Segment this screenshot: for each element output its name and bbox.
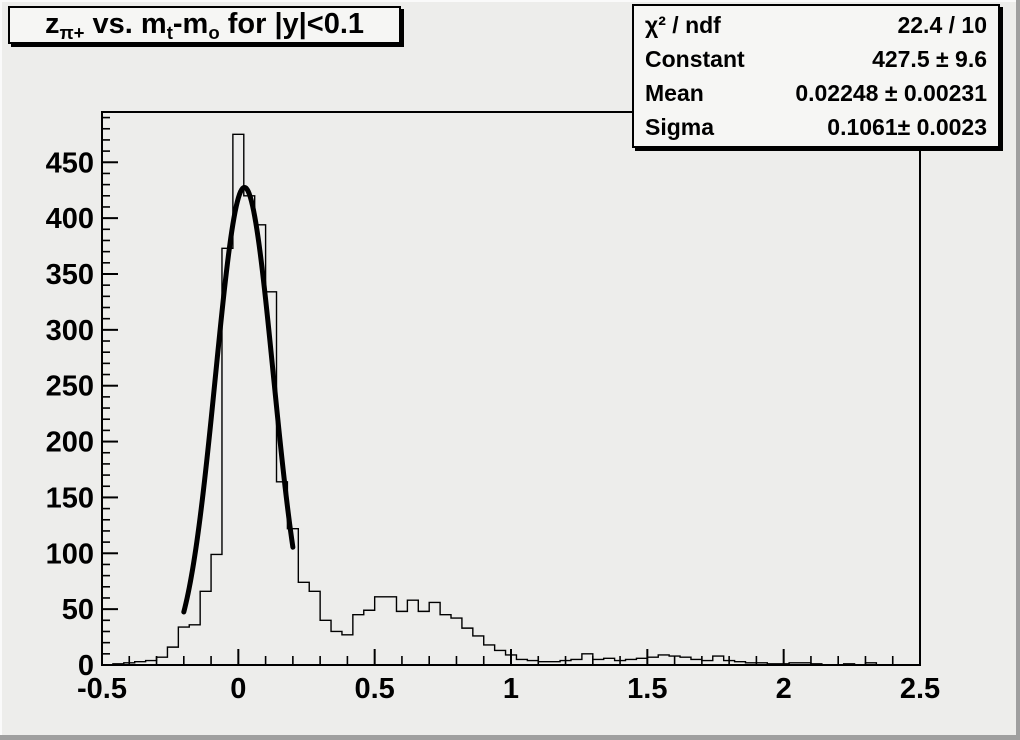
title-text: z <box>44 8 60 40</box>
title-text: vs. m <box>84 8 167 40</box>
x-axis-tick-label: 0 <box>230 673 246 705</box>
y-axis-tick-label: 350 <box>46 259 94 291</box>
stats-label-sigma: Sigma <box>645 113 715 140</box>
y-axis-tick-label: 100 <box>46 538 94 570</box>
stats-label-chi2: χ² / ndf <box>645 11 721 38</box>
stats-label-mean: Mean <box>645 79 704 106</box>
title-box: zπ+ vs. mt-mo for |y|<0.1 <box>8 6 401 44</box>
stats-value-constant: 427.5 ± 9.6 <box>872 45 987 72</box>
x-axis-tick-label: -0.5 <box>77 673 127 705</box>
x-axis-tick-label: 2 <box>776 673 792 705</box>
histogram-step-line <box>102 133 920 666</box>
title-text: -m <box>172 8 209 40</box>
y-axis-tick-label: 400 <box>46 203 94 235</box>
stats-value-mean: 0.02248 ± 0.00231 <box>795 79 987 106</box>
x-axis-tick-label: 2.5 <box>900 673 940 705</box>
y-axis-tick-label: 450 <box>46 147 94 179</box>
stats-value-chi2: 22.4 / 10 <box>897 11 987 38</box>
title-subscript: π+ <box>59 21 85 43</box>
stats-row-constant: Constant 427.5 ± 9.6 <box>634 43 998 76</box>
stats-label-constant: Constant <box>645 45 745 72</box>
y-axis-tick-label: 300 <box>46 315 94 347</box>
gaussian-fit-curve <box>181 184 296 615</box>
y-axis-tick-label: 250 <box>46 371 94 403</box>
title-text: for |y|<0.1 <box>219 8 365 40</box>
x-axis-tick-label: 1.5 <box>627 673 667 705</box>
stats-row-sigma: Sigma 0.1061± 0.0023 <box>634 111 998 144</box>
title-subscript: o <box>208 21 220 43</box>
y-axis-tick-label: 50 <box>62 594 94 626</box>
x-axis-tick-label: 0.5 <box>355 673 395 705</box>
y-axis-tick-label: 150 <box>46 482 94 514</box>
stats-value-sigma: 0.1061± 0.0023 <box>827 113 987 140</box>
x-axis-tick-label: 1 <box>503 673 519 705</box>
plot-frame <box>101 111 921 666</box>
y-axis-tick-label: 200 <box>46 427 94 459</box>
stats-row-chi2: χ² / ndf 22.4 / 10 <box>634 9 998 42</box>
y-axis-tick-label: 0 <box>78 650 94 682</box>
stats-box: χ² / ndf 22.4 / 10 Constant 427.5 ± 9.6 … <box>632 4 1000 148</box>
stats-row-mean: Mean 0.02248 ± 0.00231 <box>634 77 998 110</box>
title-subscript: t <box>166 21 173 43</box>
